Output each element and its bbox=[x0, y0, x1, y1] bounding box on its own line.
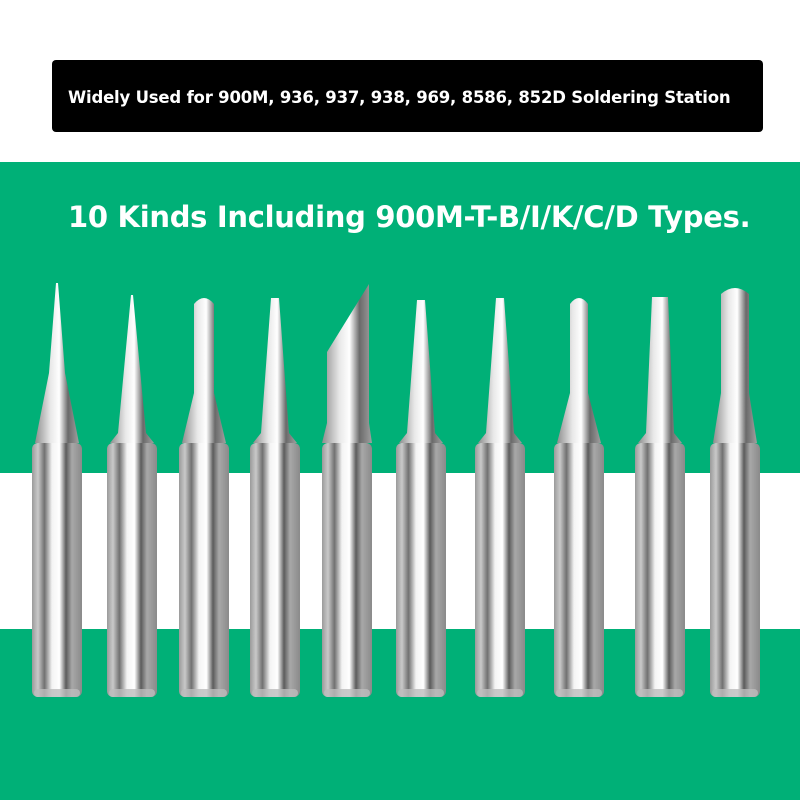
tip-head bbox=[110, 295, 154, 443]
tip-shaft-end bbox=[109, 689, 155, 697]
soldering-tip-2 bbox=[107, 295, 157, 697]
soldering-tip-8 bbox=[554, 298, 604, 697]
tip-shaft-end bbox=[712, 689, 758, 697]
tip-head bbox=[713, 288, 757, 443]
tip-shaft bbox=[250, 443, 300, 697]
soldering-tip-4 bbox=[250, 298, 300, 697]
tip-shaft bbox=[475, 443, 525, 697]
tip-head bbox=[478, 298, 522, 443]
soldering-tip-9 bbox=[635, 297, 685, 697]
headline: 10 Kinds Including 900M-T-B/I/K/C/D Type… bbox=[68, 200, 751, 234]
tip-shaft bbox=[635, 443, 685, 697]
tip-shaft bbox=[396, 443, 446, 697]
tip-head bbox=[182, 298, 226, 443]
tip-shaft bbox=[322, 443, 372, 697]
soldering-tip-7 bbox=[475, 298, 525, 697]
top-banner: Widely Used for 900M, 936, 937, 938, 969… bbox=[52, 60, 763, 132]
tip-shaft-end bbox=[324, 689, 370, 697]
tip-head bbox=[35, 283, 79, 443]
tip-shaft-end bbox=[34, 689, 80, 697]
tip-head bbox=[399, 300, 443, 443]
soldering-tip-1 bbox=[32, 283, 82, 697]
tip-shaft-end bbox=[252, 689, 298, 697]
tip-shaft-end bbox=[181, 689, 227, 697]
soldering-tip-6 bbox=[396, 300, 446, 697]
tip-head bbox=[322, 284, 372, 443]
tip-shaft-end bbox=[477, 689, 523, 697]
tip-shaft-end bbox=[398, 689, 444, 697]
soldering-tip-5 bbox=[322, 284, 372, 697]
tip-head bbox=[638, 297, 682, 443]
tip-shaft bbox=[32, 443, 82, 697]
tip-shaft bbox=[107, 443, 157, 697]
tip-shaft bbox=[710, 443, 760, 697]
tip-shaft-end bbox=[556, 689, 602, 697]
soldering-tip-10 bbox=[710, 288, 760, 697]
banner-text: Widely Used for 900M, 936, 937, 938, 969… bbox=[68, 88, 731, 107]
tip-head bbox=[253, 298, 297, 443]
soldering-tip-3 bbox=[179, 298, 229, 697]
tip-head bbox=[557, 298, 601, 443]
tip-shaft bbox=[179, 443, 229, 697]
tip-shaft bbox=[554, 443, 604, 697]
tip-shaft-end bbox=[637, 689, 683, 697]
